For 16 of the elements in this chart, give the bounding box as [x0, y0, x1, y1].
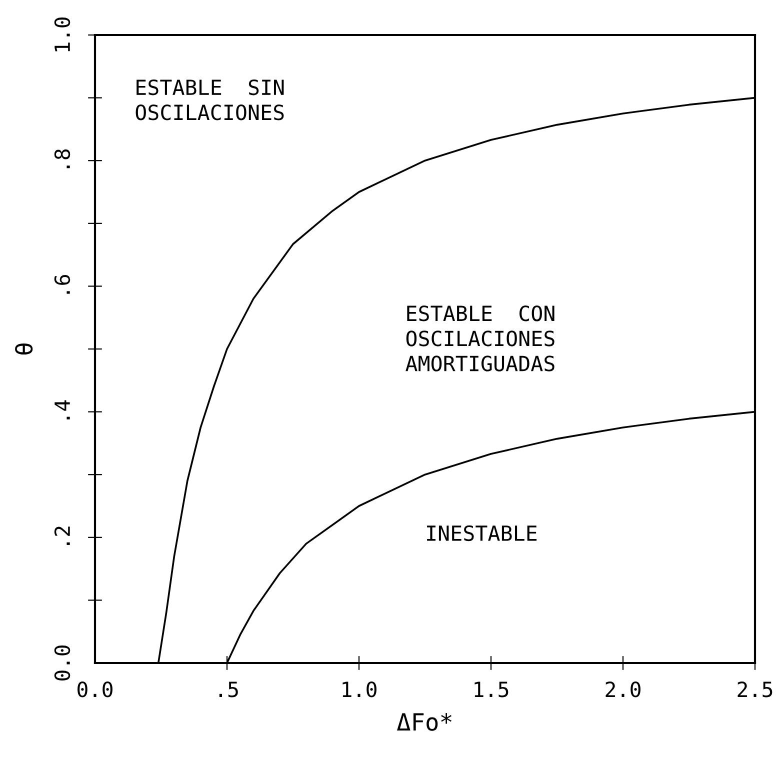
x-tick-label: 1.5	[474, 682, 508, 698]
x-tick-label: 0.0	[78, 682, 112, 698]
x-tick-label: .5	[219, 682, 238, 698]
y-tick-label: .8	[54, 149, 70, 168]
y-tick-label: .2	[54, 526, 70, 545]
annotation: ESTABLE SIN OSCILACIONES	[136, 79, 284, 120]
annotation: INESTABLE	[427, 525, 537, 542]
y-tick-label: 1.0	[54, 18, 70, 52]
annotation: ESTABLE CON OSCILACIONES AMORTIGUADAS	[406, 306, 554, 372]
x-tick-label: 2.5	[738, 682, 772, 698]
x-tick-label: 1.0	[342, 682, 376, 698]
x-tick-label: 2.0	[606, 682, 640, 698]
y-tick-label: .4	[54, 400, 70, 420]
x-axis-title: ΔFo*	[397, 712, 452, 731]
y-axis-title: θ	[15, 343, 33, 355]
y-tick-label: .6	[54, 275, 70, 294]
